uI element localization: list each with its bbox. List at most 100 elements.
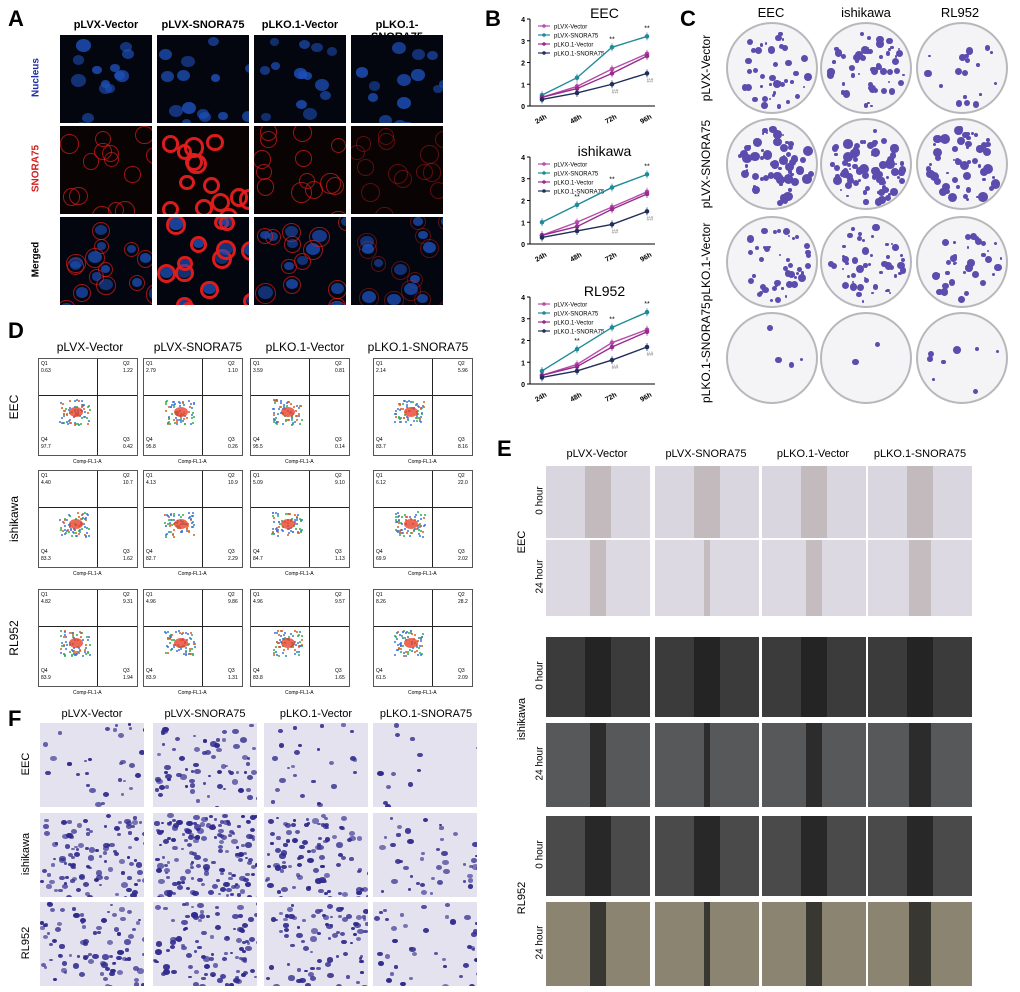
cytoplasm-ring (384, 290, 404, 305)
colony (773, 137, 782, 147)
colony (761, 127, 768, 134)
migrated-cell (105, 813, 112, 818)
event-dot (300, 639, 303, 642)
event-dot (293, 513, 296, 516)
quadrant-value: Q4 (376, 437, 383, 443)
migrated-cell (296, 932, 304, 938)
petri-dish (726, 216, 818, 308)
legend-marker (542, 189, 546, 193)
colony (867, 85, 873, 91)
event-dot (183, 404, 186, 407)
quadrant-value: 83.8 (253, 675, 263, 681)
significance-mark: ## (612, 365, 619, 371)
migrated-cell (294, 829, 301, 835)
event-dot (168, 518, 171, 521)
nucleus-dot (319, 91, 331, 101)
colony (834, 49, 842, 57)
transwell-image (40, 902, 144, 986)
column-header-1: ishikawa (841, 5, 891, 20)
migrated-cell (445, 902, 450, 907)
population-core (69, 638, 83, 648)
quadrant-value: 2.29 (228, 556, 238, 562)
colony (981, 253, 986, 258)
legend-marker (542, 302, 546, 306)
colony (800, 358, 804, 362)
event-dot (276, 413, 279, 416)
quadrant-value: Q2 (123, 361, 130, 367)
colony (832, 60, 836, 64)
migrated-cell (164, 771, 168, 775)
event-dot (419, 525, 422, 528)
migrated-cell (158, 784, 166, 790)
migrated-cell (163, 868, 170, 874)
colony (861, 238, 866, 243)
migrated-cell (171, 969, 177, 975)
colony (889, 151, 897, 159)
colony (737, 153, 742, 158)
event-dot (297, 634, 300, 637)
migrated-cell (197, 828, 205, 834)
quadrant-gate-vertical (309, 359, 310, 455)
migrated-cell (181, 881, 185, 885)
event-dot (298, 406, 301, 409)
event-dot (168, 522, 171, 525)
nucleus-dot (433, 85, 443, 94)
migrated-cell (102, 791, 110, 798)
cytoplasm-ring (218, 217, 235, 232)
colony (786, 99, 791, 104)
event-dot (296, 634, 299, 637)
event-dot (294, 420, 297, 423)
event-dot (170, 519, 173, 522)
significance-mark: ## (612, 89, 619, 95)
event-dot (80, 517, 82, 520)
event-dot (275, 645, 278, 648)
scratch-image (655, 816, 759, 896)
event-dot (73, 400, 76, 403)
colony (863, 199, 869, 205)
event-dot (60, 635, 63, 638)
nucleus-dot (244, 63, 249, 74)
migrated-cell (311, 779, 316, 784)
event-dot (417, 416, 420, 419)
cytoplasm-ring (409, 217, 426, 231)
colony (900, 257, 906, 262)
event-dot (189, 650, 192, 653)
event-dot (395, 520, 398, 523)
event-dot (403, 414, 406, 417)
event-dot (86, 639, 89, 642)
colony (957, 125, 964, 132)
migrated-cell (82, 881, 90, 888)
cytoplasm-ring (328, 297, 346, 305)
colony (966, 246, 970, 249)
migrated-cell (441, 984, 449, 986)
migrated-cell (311, 849, 316, 853)
migrated-cell (244, 882, 251, 887)
migrated-cell (176, 820, 183, 826)
migrated-cell (164, 764, 171, 770)
event-dot (190, 514, 193, 517)
event-dot (293, 519, 296, 522)
event-dot (412, 420, 415, 423)
transwell-image (373, 813, 477, 897)
colony (760, 283, 767, 290)
migrated-cell (201, 816, 208, 822)
migrated-cell (191, 877, 195, 881)
migrated-cell (267, 819, 274, 825)
migrated-cell (330, 784, 337, 789)
event-dot (418, 652, 421, 655)
nucleus-dot (159, 48, 173, 60)
quadrant-gate-vertical (97, 359, 98, 455)
migrated-cell (403, 923, 409, 928)
colony (742, 153, 752, 164)
fluorescence-image (157, 126, 249, 214)
column-header-2: pLKO.1-Vector (265, 340, 345, 354)
event-dot (186, 633, 189, 636)
migrated-cell (246, 942, 251, 945)
migrated-cell (167, 777, 172, 781)
migrated-cell (163, 890, 171, 896)
event-dot (81, 404, 84, 407)
nucleus-dot (369, 81, 381, 91)
event-dot (419, 408, 422, 410)
migrated-cell (51, 938, 58, 944)
event-dot (283, 633, 286, 636)
